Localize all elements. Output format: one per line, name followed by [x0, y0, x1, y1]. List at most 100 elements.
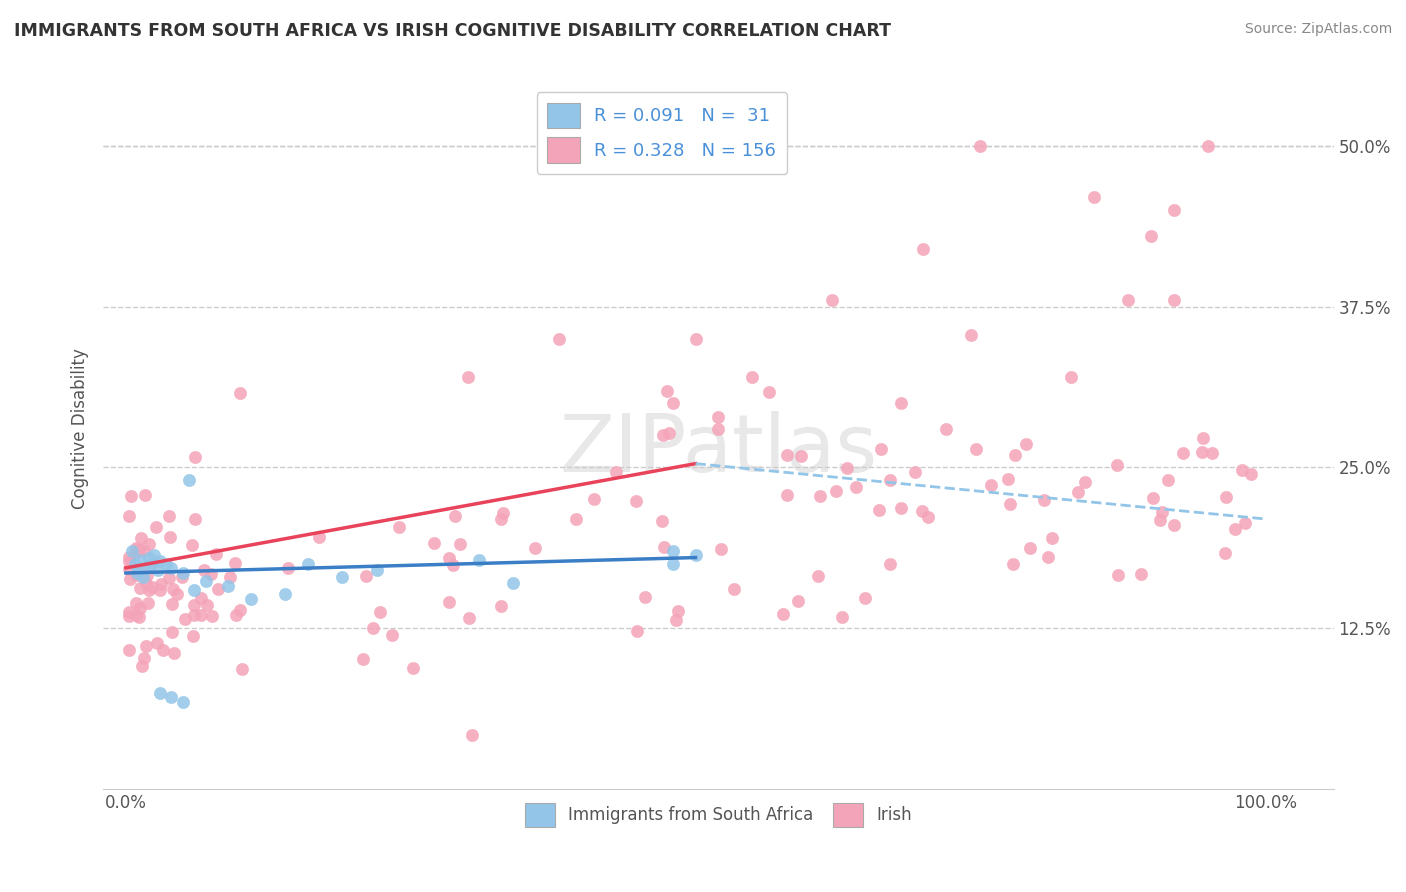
Point — [658, 426, 681, 441]
Point — [135, 561, 157, 575]
Point — [132, 570, 155, 584]
Point — [626, 624, 648, 639]
Point — [190, 607, 212, 622]
Point — [1191, 444, 1213, 458]
Point — [1083, 190, 1105, 204]
Point — [917, 509, 939, 524]
Point — [1040, 531, 1063, 545]
Point — [965, 442, 987, 457]
Point — [129, 531, 152, 545]
Point — [402, 660, 425, 674]
Point — [120, 489, 142, 503]
Point — [354, 569, 377, 583]
Point — [605, 465, 627, 479]
Point — [468, 553, 491, 567]
Point — [229, 603, 252, 617]
Point — [1215, 490, 1237, 504]
Point — [172, 566, 194, 580]
Point — [1149, 513, 1171, 527]
Point — [118, 605, 141, 619]
Point — [125, 568, 148, 582]
Point — [135, 560, 157, 574]
Point — [879, 557, 901, 571]
Point — [449, 537, 471, 551]
Text: ZIPatlas: ZIPatlas — [560, 411, 877, 490]
Point — [491, 512, 513, 526]
Point — [138, 537, 160, 551]
Point — [224, 556, 246, 570]
Point — [1002, 557, 1025, 571]
Point — [661, 544, 683, 558]
Point — [201, 609, 224, 624]
Point — [790, 449, 813, 463]
Point — [118, 554, 141, 568]
Point — [193, 563, 215, 577]
Point — [118, 608, 141, 623]
Point — [160, 597, 183, 611]
Point — [297, 557, 319, 571]
Point — [128, 609, 150, 624]
Point — [163, 646, 186, 660]
Point — [666, 604, 689, 618]
Point — [183, 512, 205, 526]
Point — [998, 497, 1021, 511]
Point — [125, 541, 148, 555]
Point — [547, 332, 569, 346]
Point — [128, 553, 150, 567]
Point — [1067, 485, 1090, 500]
Point — [1107, 568, 1129, 582]
Point — [1240, 467, 1263, 481]
Point — [135, 639, 157, 653]
Point — [437, 595, 460, 609]
Point — [723, 582, 745, 596]
Point — [1004, 448, 1026, 462]
Point — [225, 608, 247, 623]
Legend: Immigrants from South Africa, Irish: Immigrants from South Africa, Irish — [516, 795, 921, 835]
Point — [134, 487, 156, 501]
Point — [1032, 493, 1054, 508]
Point — [772, 607, 794, 621]
Point — [231, 662, 253, 676]
Point — [361, 621, 384, 635]
Point — [183, 607, 205, 622]
Point — [124, 557, 146, 571]
Point — [650, 514, 672, 528]
Point — [177, 474, 200, 488]
Point — [181, 629, 204, 643]
Point — [149, 686, 172, 700]
Point — [1074, 475, 1097, 489]
Point — [831, 610, 853, 624]
Point — [1060, 370, 1083, 384]
Point — [184, 450, 207, 464]
Point — [332, 570, 354, 584]
Point — [131, 658, 153, 673]
Point — [118, 562, 141, 576]
Point — [1225, 522, 1247, 536]
Point — [1150, 505, 1173, 519]
Point — [1234, 516, 1257, 531]
Point — [205, 547, 228, 561]
Point — [139, 557, 162, 571]
Point — [128, 542, 150, 557]
Point — [807, 569, 830, 583]
Point — [160, 690, 183, 704]
Point — [980, 477, 1002, 491]
Point — [274, 586, 297, 600]
Point — [183, 582, 205, 597]
Point — [837, 460, 859, 475]
Point — [118, 643, 141, 657]
Point — [502, 576, 524, 591]
Point — [1105, 458, 1128, 472]
Point — [685, 548, 707, 562]
Point — [118, 509, 141, 524]
Point — [141, 558, 163, 572]
Point — [132, 544, 155, 558]
Point — [124, 547, 146, 561]
Point — [969, 138, 991, 153]
Point — [195, 598, 218, 612]
Point — [149, 554, 172, 568]
Point — [160, 625, 183, 640]
Point — [125, 596, 148, 610]
Point — [710, 542, 733, 557]
Point — [776, 448, 799, 462]
